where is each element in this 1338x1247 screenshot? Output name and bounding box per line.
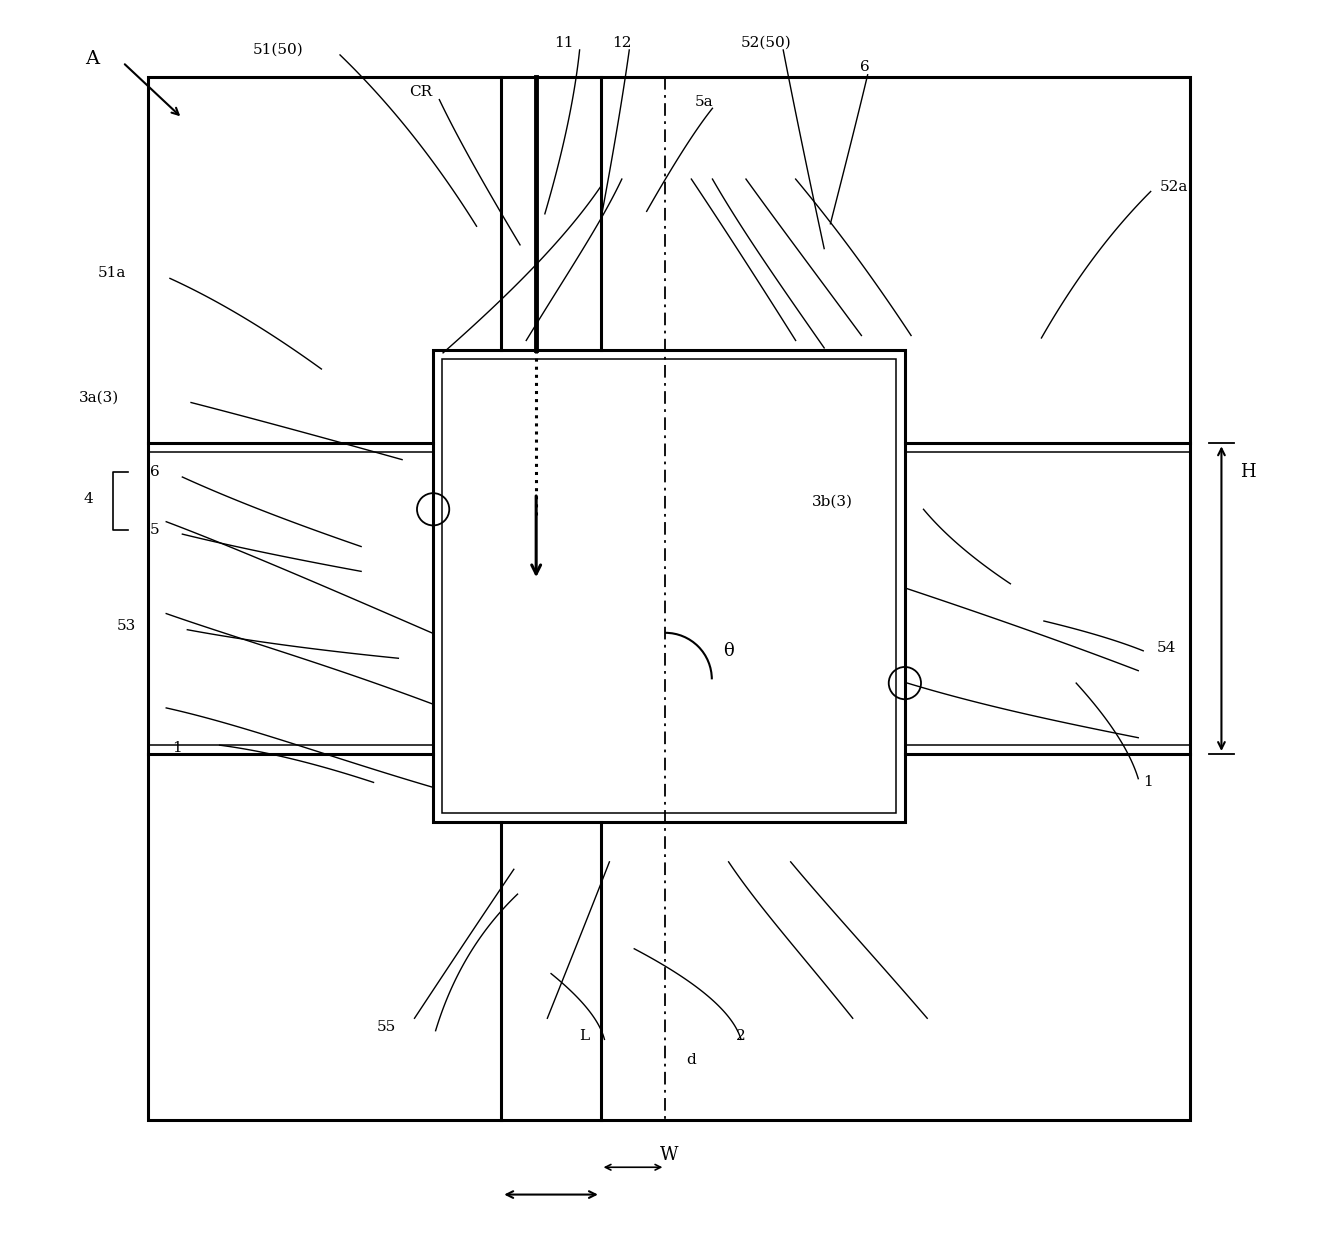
Text: 6: 6 [150, 465, 159, 479]
Text: 55: 55 [376, 1020, 396, 1034]
Text: L: L [579, 1029, 590, 1042]
Text: 53: 53 [116, 619, 136, 633]
Text: W: W [660, 1146, 678, 1163]
Text: 2: 2 [736, 1029, 745, 1042]
Text: H: H [1240, 463, 1255, 481]
Text: 5: 5 [150, 524, 159, 537]
Text: d: d [686, 1054, 696, 1067]
Bar [434, 350, 904, 822]
Text: 12: 12 [611, 35, 632, 50]
Text: A: A [86, 50, 99, 67]
Text: 1: 1 [173, 741, 182, 754]
Text: 54: 54 [1157, 641, 1176, 656]
Text: 3b(3): 3b(3) [812, 495, 852, 509]
Bar [442, 359, 896, 813]
Text: 51(50): 51(50) [253, 42, 304, 57]
Text: 5a: 5a [694, 95, 713, 108]
Text: CR: CR [409, 85, 432, 100]
Text: 52(50): 52(50) [740, 35, 791, 50]
Text: 1: 1 [1143, 776, 1153, 789]
Text: 4: 4 [83, 493, 92, 506]
Text: 51a: 51a [98, 267, 126, 281]
Bar [147, 77, 1191, 1120]
Text: 6: 6 [860, 60, 870, 75]
Text: 3a(3): 3a(3) [79, 390, 119, 404]
Text: 11: 11 [554, 35, 573, 50]
Text: θ: θ [724, 642, 735, 660]
Text: 52a: 52a [1159, 180, 1188, 193]
